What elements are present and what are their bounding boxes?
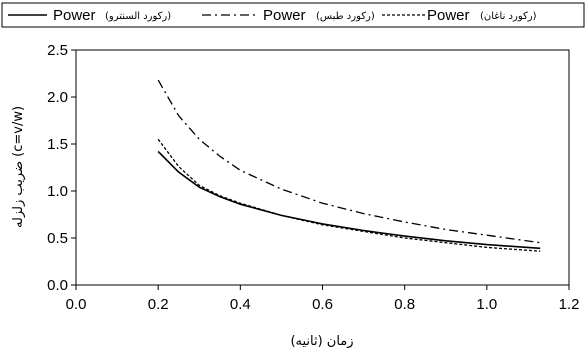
y-tick-label: 1.5 [47, 136, 68, 153]
legend-label-1: Power [53, 7, 96, 24]
legend-note-2: (رکورد طبس) [316, 11, 375, 22]
plot-area [75, 49, 570, 286]
x-tick-label: 0.0 [66, 296, 87, 313]
legend-box [1, 2, 585, 28]
y-tick-label: 1.0 [47, 183, 68, 200]
series-layer [157, 79, 541, 252]
x-tick-label: 1.0 [476, 296, 497, 313]
x-tick-label: 0.6 [312, 296, 333, 313]
x-axis: 0.0 0.2 0.4 0.6 0.8 1.0 1.2 [66, 285, 580, 313]
legend-label-3: Power [427, 7, 470, 24]
legend-label-2: Power [263, 7, 306, 24]
x-tick-label: 0.2 [148, 296, 169, 313]
series-line-solid [157, 150, 541, 250]
y-tick-label: 2.5 [47, 42, 68, 59]
legend-note-3: (رکورد ناغان) [480, 11, 537, 22]
y-axis-title: ضریب زلزله (c=v/w) [11, 106, 26, 228]
y-tick-label: 0.0 [47, 277, 68, 294]
legend-note-1: (رکورد السنترو) [105, 11, 171, 22]
y-axis: 0.0 0.5 1.0 1.5 2.0 2.5 [47, 42, 76, 294]
legend: Power (رکورد السنترو) Power (رکورد طبس) … [1, 2, 585, 28]
series-line-dashed [157, 138, 541, 252]
y-tick-label: 2.0 [47, 89, 68, 106]
x-axis-title: زمان (ثانیه) [290, 334, 353, 349]
series-line-dashdot [157, 79, 541, 244]
y-tick-label: 0.5 [47, 230, 68, 247]
x-tick-label: 0.8 [394, 296, 415, 313]
x-tick-label: 0.4 [230, 296, 251, 313]
x-tick-label: 1.2 [559, 296, 580, 313]
